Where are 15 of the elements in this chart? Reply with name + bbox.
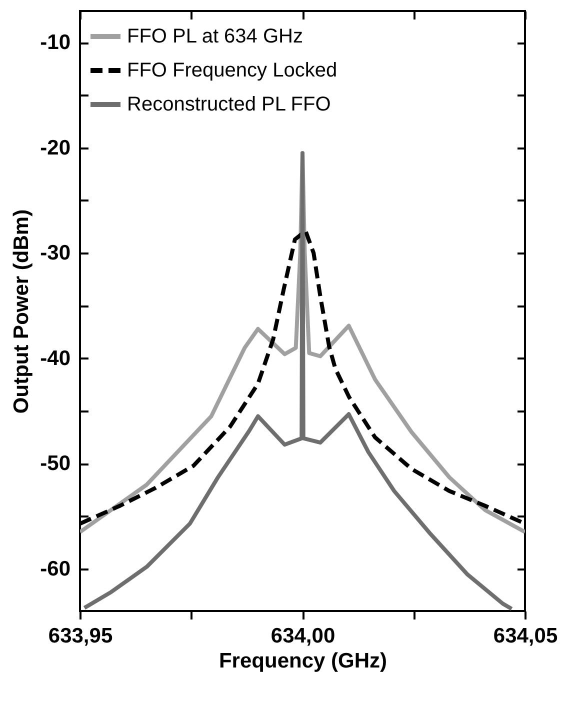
- line-series: [82, 151, 514, 611]
- legend-label: Reconstructed PL FFO: [127, 94, 331, 116]
- x-tick-label: 634,00: [270, 624, 336, 648]
- y-axis-title: Output Power (dBm): [10, 209, 34, 414]
- y-tick-label: -50: [40, 452, 70, 476]
- y-tick-label: -40: [40, 346, 70, 370]
- x-tick-label: 634,05: [493, 624, 558, 648]
- x-axis-title: Frequency (GHz): [218, 650, 388, 672]
- legend-label: FFO Frequency Locked: [127, 60, 338, 82]
- y-tick-label: -30: [40, 242, 70, 265]
- y-tick-label: -10: [40, 31, 70, 54]
- y-tick-label: -20: [40, 136, 70, 160]
- legend-label: FFO PL at 634 GHz: [127, 26, 303, 48]
- y-tick-label: -60: [40, 557, 70, 580]
- x-tick-label: 633,95: [48, 624, 113, 648]
